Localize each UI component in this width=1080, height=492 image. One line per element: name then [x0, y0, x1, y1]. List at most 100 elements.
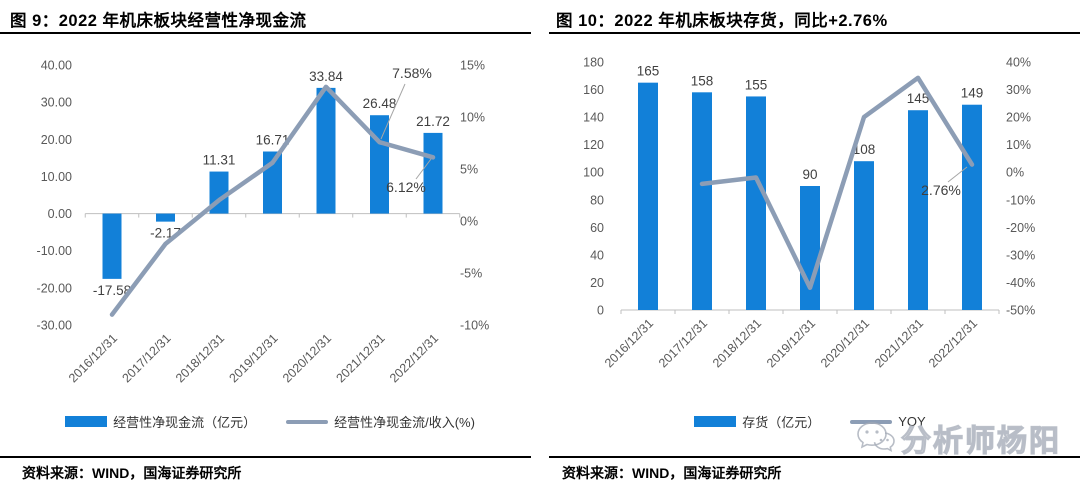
svg-text:15%: 15% — [460, 59, 485, 73]
bar — [370, 115, 389, 214]
bar — [423, 132, 443, 214]
line-series — [699, 75, 975, 291]
figure-9-title: 图 9：2022 年机床板块经营性净现金流 — [10, 12, 307, 30]
source-note: 资料来源：WIND，国海证券研究所 — [562, 465, 782, 481]
bar-value-label: 158 — [691, 73, 714, 88]
svg-text:0: 0 — [597, 304, 604, 318]
legend-item-bar: 存货（亿元） — [694, 412, 820, 431]
bar — [908, 110, 928, 310]
svg-text:-5%: -5% — [460, 267, 482, 281]
svg-text:2022/12/31: 2022/12/31 — [926, 316, 980, 370]
svg-text:-20.00: -20.00 — [37, 281, 72, 295]
inventory-chart: 180 160 140 120 100 80 60 40 20 0 40% 30% 20% 10% 0% -1… — [583, 56, 1035, 371]
bar-value-label: -17.58 — [93, 283, 131, 298]
svg-text:6.12%: 6.12% — [386, 179, 426, 195]
legend-label: 存货（亿元） — [742, 415, 821, 430]
svg-text:30.00: 30.00 — [41, 96, 72, 110]
svg-text:10.00: 10.00 — [41, 170, 72, 184]
svg-text:30%: 30% — [1006, 83, 1031, 97]
legend-label: 经营性净现金流/收入(%) — [334, 415, 475, 430]
svg-text:120: 120 — [583, 138, 604, 152]
source-divider — [0, 456, 531, 458]
bar-value-label: 149 — [961, 86, 984, 101]
bar — [746, 96, 766, 310]
svg-text:2016/12/31: 2016/12/31 — [66, 331, 120, 385]
title-underline — [549, 32, 1080, 34]
svg-text:-10.00: -10.00 — [37, 244, 72, 258]
svg-text:0%: 0% — [460, 215, 478, 229]
title-underline — [0, 32, 531, 34]
chart-legend: 经营性净现金流（亿元） 经营性净现金流/收入(%) — [0, 412, 540, 431]
line-swatch-icon — [286, 419, 329, 424]
cashflow-chart: 40.00 30.00 20.00 10.00 0.00 -10.00 -20.00 -30.… — [37, 59, 490, 386]
x-category-labels: 2016/12/31 2017/12/31 2018/12/31 2019/12/31… — [66, 331, 441, 385]
svg-text:20.00: 20.00 — [41, 133, 72, 147]
bar-value-label: 108 — [853, 142, 876, 157]
figure-10-title: 图 10：2022 年机床板块存货，同比+2.76% — [556, 12, 888, 30]
svg-text:10%: 10% — [1006, 138, 1031, 152]
bar-value-label: 145 — [907, 91, 930, 106]
svg-text:2021/12/31: 2021/12/31 — [872, 316, 926, 370]
bar-series: 165 158 155 90 108 145 149 — [637, 64, 984, 310]
svg-text:-20%: -20% — [1006, 221, 1035, 235]
svg-text:10%: 10% — [460, 111, 485, 125]
svg-text:100: 100 — [583, 166, 604, 180]
x-category-labels: 2016/12/31 2017/12/31 2018/12/31 2019/12/31… — [602, 316, 980, 370]
svg-text:-50%: -50% — [1006, 304, 1035, 318]
svg-text:20%: 20% — [1006, 111, 1031, 125]
figure-10-panel: 图 10：2022 年机床板块存货，同比+2.76% 180 160 140 120 1… — [540, 0, 1080, 492]
svg-text:-30.00: -30.00 — [37, 319, 72, 333]
svg-text:2019/12/31: 2019/12/31 — [226, 331, 280, 385]
bar — [854, 161, 874, 310]
annotation: 6.12% — [386, 158, 432, 195]
bar — [156, 213, 175, 222]
svg-text:-10%: -10% — [460, 319, 489, 333]
bar-swatch-icon — [694, 416, 737, 427]
bar-value-label: 90 — [802, 167, 817, 182]
svg-text:2022/12/31: 2022/12/31 — [387, 331, 441, 385]
bar — [102, 213, 122, 279]
bar — [692, 92, 712, 310]
annotation: 7.58% — [380, 65, 432, 140]
bar — [316, 87, 336, 214]
svg-text:0%: 0% — [1006, 166, 1024, 180]
bar-value-label: 26.48 — [363, 96, 397, 111]
svg-text:2021/12/31: 2021/12/31 — [333, 331, 387, 385]
svg-text:2016/12/31: 2016/12/31 — [602, 316, 656, 370]
bar-swatch-icon — [65, 416, 108, 427]
axis-tick-labels: 180 160 140 120 100 80 60 40 20 0 40% 30% 20% 10% 0% -1… — [583, 56, 1035, 318]
axis-tick-labels: 40.00 30.00 20.00 10.00 0.00 -10.00 -20.00 -30.… — [37, 59, 490, 333]
svg-text:160: 160 — [583, 83, 604, 97]
svg-text:40: 40 — [590, 248, 604, 262]
svg-text:2020/12/31: 2020/12/31 — [280, 331, 334, 385]
line-swatch-icon — [850, 419, 893, 424]
legend-item-line: 经营性净现金流/收入(%) — [286, 412, 475, 431]
legend-label: YOY — [898, 414, 926, 429]
bar — [638, 82, 658, 310]
svg-text:7.58%: 7.58% — [392, 65, 432, 81]
bar-value-label: 21.72 — [416, 114, 450, 129]
bar-value-label: 16.71 — [256, 133, 290, 148]
legend-label: 经营性净现金流（亿元） — [113, 415, 257, 430]
legend-item-bar: 经营性净现金流（亿元） — [65, 412, 256, 431]
svg-text:40.00: 40.00 — [41, 59, 72, 73]
svg-text:2020/12/31: 2020/12/31 — [818, 316, 872, 370]
bar-value-label: 33.84 — [309, 69, 343, 84]
bar — [962, 104, 982, 310]
svg-text:140: 140 — [583, 111, 604, 125]
svg-text:2019/12/31: 2019/12/31 — [764, 316, 818, 370]
svg-text:2017/12/31: 2017/12/31 — [656, 316, 710, 370]
bar — [800, 186, 820, 310]
line-series — [109, 84, 436, 317]
bar-value-label: 165 — [637, 64, 660, 79]
figure-9-panel: 图 9：2022 年机床板块经营性净现金流 40.00 30.00 20.00 10.… — [0, 12, 540, 481]
x-axis — [84, 213, 461, 218]
source-divider — [549, 456, 1080, 458]
svg-text:40%: 40% — [1006, 56, 1031, 70]
annotation: 2.76% — [921, 166, 968, 198]
source-note: 资料来源：WIND，国海证券研究所 — [22, 465, 242, 481]
svg-text:-40%: -40% — [1006, 276, 1035, 290]
svg-text:2.76%: 2.76% — [921, 182, 961, 198]
svg-text:-10%: -10% — [1006, 193, 1035, 207]
svg-text:80: 80 — [590, 193, 604, 207]
